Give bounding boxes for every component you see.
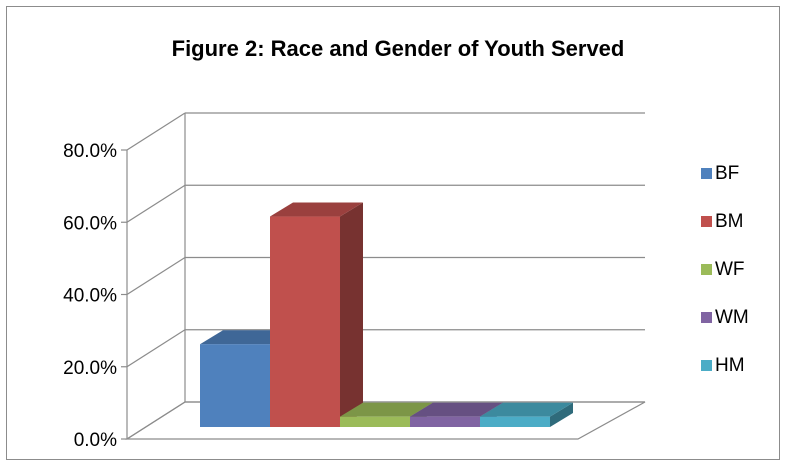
y-tick-label: 80.0% (63, 141, 117, 162)
gridline-side (126, 256, 186, 296)
gridline-side (126, 112, 186, 151)
bar-side-face (550, 402, 573, 427)
gridline-side (126, 401, 186, 440)
y-tick-label: 20.0% (63, 358, 117, 379)
legend-item-wf: WF (701, 259, 745, 280)
legend-label: WF (715, 259, 745, 280)
gridline-side (126, 184, 186, 223)
bar-front-face (270, 216, 340, 427)
bar-top-face (410, 402, 503, 417)
chart-title: Figure 2: Race and Gender of Youth Serve… (172, 36, 625, 61)
bar-top-face (200, 330, 293, 345)
y-tick-label: 40.0% (63, 286, 117, 307)
bar-top-face (480, 402, 573, 417)
y-tick-label: 0.0% (74, 430, 117, 451)
legend-label: WM (715, 307, 749, 328)
bar-top-face (270, 202, 363, 217)
bar-side-face (340, 202, 363, 427)
y-axis-ticks: 0.0% 20.0% 40.0% 60.0% 80.0% (63, 141, 127, 451)
chart-frame (6, 6, 780, 460)
legend-label: BF (715, 163, 739, 184)
bar-front-face (340, 416, 410, 427)
legend-swatch (701, 168, 712, 179)
bar-top-face (340, 402, 433, 417)
legend-item-bm: BM (701, 211, 744, 232)
bar-front-face (410, 416, 480, 427)
legend-swatch (701, 216, 712, 227)
legend-swatch (701, 312, 712, 323)
bar-front-face (480, 416, 550, 427)
y-tick-label: 60.0% (63, 213, 117, 234)
legend-swatch (701, 264, 712, 275)
bar-bm (270, 202, 363, 427)
legend-swatch (701, 360, 712, 371)
bars (200, 202, 573, 427)
bar-front-face (200, 344, 270, 427)
legend: BF BM WF WM HM (701, 163, 749, 376)
bar-hm (480, 402, 573, 427)
legend-item-wm: WM (701, 307, 749, 328)
legend-label: BM (715, 211, 744, 232)
legend-item-bf: BF (701, 163, 739, 184)
legend-label: HM (715, 355, 745, 376)
legend-item-hm: HM (701, 355, 745, 376)
gridline-side (126, 329, 186, 368)
